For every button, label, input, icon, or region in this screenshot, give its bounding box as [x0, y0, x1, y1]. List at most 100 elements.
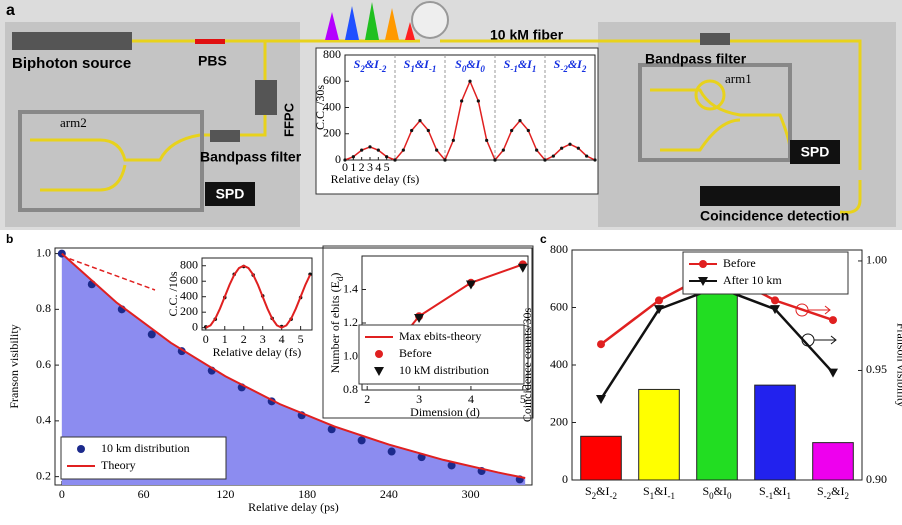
- text-part: 2: [581, 64, 587, 74]
- x-tick-label: S0&I0: [702, 484, 732, 501]
- x-tick-label: 240: [380, 487, 398, 501]
- arm2-box: [18, 110, 204, 212]
- label: Bandpass filter: [645, 51, 747, 67]
- text-part: &I: [518, 57, 533, 71]
- bar: [754, 384, 796, 481]
- data-point: [468, 79, 472, 83]
- data-point: [465, 280, 476, 290]
- x-tick-label: 0: [203, 332, 209, 346]
- legend-label: Theory: [101, 458, 136, 472]
- fiber-spool: [411, 1, 449, 39]
- label: 10 kM fiber: [490, 27, 564, 43]
- legend-box: [60, 436, 227, 480]
- data-point: [654, 305, 664, 315]
- data-point: [393, 158, 397, 162]
- segment-label: S0&I0: [455, 57, 485, 74]
- y-tick-label: 800: [550, 242, 568, 256]
- x-tick-label: 2: [241, 332, 247, 346]
- data-point: [418, 119, 422, 123]
- data-point: [517, 263, 528, 273]
- legend-box: [682, 251, 849, 295]
- arm1-box: [638, 63, 792, 162]
- x-tick-label: 4: [468, 392, 474, 406]
- y-tick-label: 1.4: [343, 281, 358, 295]
- text-part: -2: [560, 64, 568, 74]
- data-point: [460, 99, 464, 103]
- y2-tick-label: 0.90: [866, 472, 887, 486]
- spectrum: [325, 2, 415, 40]
- filter-left: [210, 130, 240, 142]
- y-tick-label: 600: [550, 299, 568, 313]
- filter-right: [700, 33, 730, 45]
- data-point: [493, 158, 497, 162]
- data-point: [596, 394, 606, 404]
- data-point: [771, 296, 779, 305]
- text-part: -1: [429, 64, 437, 74]
- text-part: d: [335, 276, 345, 281]
- legend-marker: [375, 350, 383, 358]
- x-tick-label: 3: [416, 392, 422, 406]
- label: FFPC: [281, 102, 296, 137]
- spd-left: [205, 182, 255, 206]
- data-point: [597, 340, 605, 349]
- x-axis-label: Dimension (d): [410, 405, 480, 419]
- text-part: Number of ebits (E: [328, 281, 342, 373]
- data-point: [501, 148, 505, 152]
- x-tick-label: 4: [279, 332, 285, 346]
- annotation: [795, 303, 831, 317]
- x-tick-label: 5: [520, 392, 526, 406]
- text-part: &I: [654, 484, 667, 498]
- text-part: 1: [410, 64, 415, 74]
- text-part: &I: [831, 484, 844, 498]
- y-tick-label: 800: [323, 47, 341, 61]
- data-point: [551, 154, 555, 158]
- y-tick-label: 400: [550, 357, 568, 371]
- x-tick-label: 0: [342, 160, 348, 174]
- label: arm1: [725, 71, 752, 86]
- text-part: S: [759, 484, 766, 498]
- source-box: [12, 32, 132, 50]
- segment-label: S1&I-1: [404, 57, 437, 74]
- y-axis-label: Coincidence counts/30s: [520, 308, 534, 423]
- data-point: [593, 158, 597, 162]
- label: Bandpass filter: [200, 149, 302, 165]
- legend-marker: [374, 367, 384, 376]
- text-part: -1: [510, 64, 518, 74]
- y-tick-label: 600: [180, 273, 198, 287]
- text-part: 2: [592, 491, 597, 501]
- legend-label: Before: [399, 346, 432, 360]
- x-tick-label: 0: [59, 487, 65, 501]
- series-line: [61, 252, 526, 480]
- data-point: [360, 148, 364, 152]
- series-line: [205, 264, 312, 329]
- data-point: [568, 142, 572, 146]
- data-point: [426, 128, 430, 133]
- data-point: [351, 155, 355, 159]
- text-part: 0: [480, 64, 485, 74]
- data-point: [510, 128, 514, 133]
- text-part: S: [354, 57, 361, 71]
- y-axis-label: Franson visibility: [7, 324, 21, 408]
- text-part: &I: [415, 57, 430, 71]
- data-point: [576, 146, 580, 150]
- label: PBS: [198, 53, 227, 69]
- data-point: [485, 138, 489, 142]
- text-part: &I: [365, 57, 380, 71]
- legend-label: Before: [723, 256, 756, 270]
- left-board: [5, 22, 300, 227]
- label: SPD: [801, 144, 830, 160]
- text-part: S: [504, 57, 511, 71]
- data-point: [327, 425, 336, 434]
- legend-marker: [698, 277, 708, 286]
- x-tick-label: 120: [216, 487, 234, 501]
- data-point: [414, 313, 425, 323]
- text-part: -2: [824, 491, 832, 501]
- text-part: &I: [596, 484, 609, 498]
- panel-label: b: [6, 232, 13, 246]
- y-tick-label: 1.0: [343, 348, 358, 362]
- y-tick-label: 200: [180, 304, 198, 318]
- ffpc: [255, 80, 277, 115]
- data-point: [385, 155, 389, 159]
- y2-tick-label: 1.00: [866, 253, 887, 267]
